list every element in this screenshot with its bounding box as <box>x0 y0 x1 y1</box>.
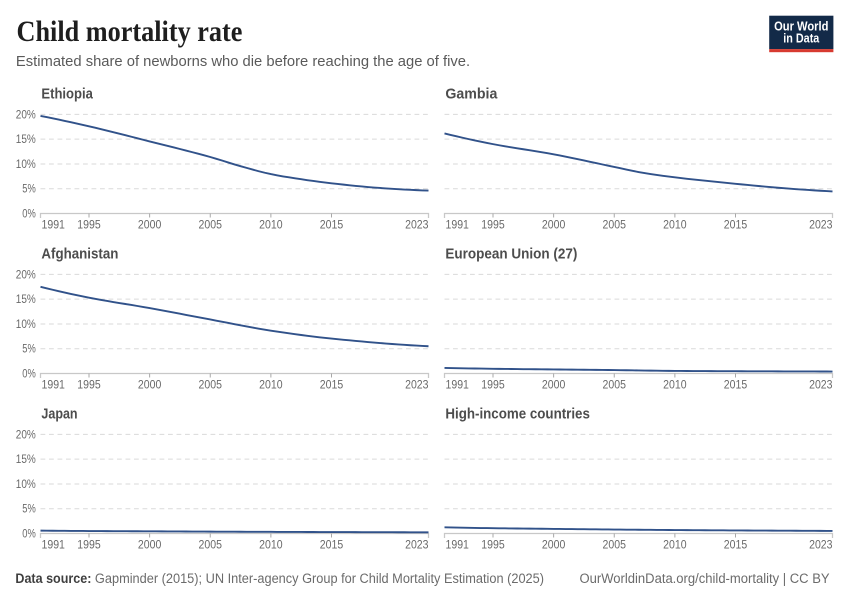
svg-text:2010: 2010 <box>259 380 282 392</box>
svg-text:15%: 15% <box>16 134 36 146</box>
svg-text:10%: 10% <box>16 479 36 491</box>
svg-text:1995: 1995 <box>481 380 504 392</box>
svg-text:1995: 1995 <box>481 220 504 232</box>
svg-text:1991: 1991 <box>446 540 469 552</box>
svg-text:10%: 10% <box>16 159 36 171</box>
svg-text:2000: 2000 <box>542 380 565 392</box>
svg-text:2010: 2010 <box>259 540 282 552</box>
svg-text:Estimated share of newborns wh: Estimated share of newborns who die befo… <box>16 53 470 70</box>
svg-text:Japan: Japan <box>41 406 77 423</box>
svg-text:1995: 1995 <box>77 220 100 232</box>
svg-text:2015: 2015 <box>724 380 747 392</box>
svg-text:2015: 2015 <box>724 220 747 232</box>
svg-text:2005: 2005 <box>603 220 626 232</box>
svg-text:2023: 2023 <box>809 540 832 552</box>
svg-text:15%: 15% <box>16 294 36 306</box>
svg-text:5%: 5% <box>22 344 36 356</box>
svg-text:in Data: in Data <box>783 32 820 46</box>
svg-text:1991: 1991 <box>42 380 65 392</box>
svg-text:1991: 1991 <box>446 220 469 232</box>
svg-text:1991: 1991 <box>446 380 469 392</box>
svg-text:0%: 0% <box>22 369 36 381</box>
svg-text:2023: 2023 <box>809 220 832 232</box>
svg-text:High-income countries: High-income countries <box>445 406 590 423</box>
svg-text:0%: 0% <box>22 209 36 221</box>
svg-text:0%: 0% <box>22 529 36 541</box>
svg-text:2005: 2005 <box>603 540 626 552</box>
svg-text:15%: 15% <box>16 454 36 466</box>
svg-text:2015: 2015 <box>320 540 343 552</box>
svg-text:Data source: Gapminder (2015);: Data source: Gapminder (2015); UN Inter-… <box>15 571 544 586</box>
svg-text:Ethiopia: Ethiopia <box>41 86 93 103</box>
svg-text:1995: 1995 <box>481 540 504 552</box>
svg-text:European Union (27): European Union (27) <box>445 246 577 263</box>
svg-text:1991: 1991 <box>42 220 65 232</box>
svg-text:2010: 2010 <box>663 540 686 552</box>
svg-text:2005: 2005 <box>199 220 222 232</box>
svg-text:2023: 2023 <box>809 380 832 392</box>
svg-text:Child mortality rate: Child mortality rate <box>17 15 243 48</box>
svg-text:20%: 20% <box>16 109 36 121</box>
svg-text:5%: 5% <box>22 184 36 196</box>
svg-text:2023: 2023 <box>405 540 428 552</box>
svg-text:2015: 2015 <box>320 380 343 392</box>
svg-text:2023: 2023 <box>405 220 428 232</box>
svg-text:20%: 20% <box>16 429 36 441</box>
svg-text:Afghanistan: Afghanistan <box>41 246 118 263</box>
svg-text:2000: 2000 <box>542 220 565 232</box>
svg-text:2005: 2005 <box>199 540 222 552</box>
svg-text:2005: 2005 <box>199 380 222 392</box>
svg-text:5%: 5% <box>22 504 36 516</box>
svg-text:Our World: Our World <box>774 20 828 34</box>
svg-text:10%: 10% <box>16 319 36 331</box>
svg-text:2010: 2010 <box>259 220 282 232</box>
svg-text:1995: 1995 <box>77 540 100 552</box>
svg-text:20%: 20% <box>16 269 36 281</box>
svg-text:Gambia: Gambia <box>445 86 498 103</box>
svg-text:2010: 2010 <box>663 220 686 232</box>
svg-text:2005: 2005 <box>603 380 626 392</box>
svg-text:2015: 2015 <box>724 540 747 552</box>
svg-text:OurWorldinData.org/child-morta: OurWorldinData.org/child-mortality | CC … <box>580 571 830 586</box>
svg-text:2000: 2000 <box>138 220 161 232</box>
svg-text:2010: 2010 <box>663 380 686 392</box>
svg-text:2000: 2000 <box>138 380 161 392</box>
svg-text:2015: 2015 <box>320 220 343 232</box>
svg-text:2023: 2023 <box>405 380 428 392</box>
svg-text:1995: 1995 <box>77 380 100 392</box>
svg-text:1991: 1991 <box>42 540 65 552</box>
svg-text:2000: 2000 <box>542 540 565 552</box>
svg-text:2000: 2000 <box>138 540 161 552</box>
